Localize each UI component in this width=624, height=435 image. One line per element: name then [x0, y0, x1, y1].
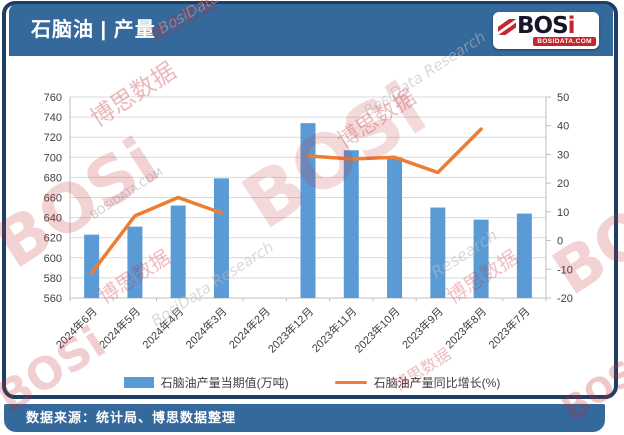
logo-domain-badge: BOSIDATA.COM	[533, 37, 596, 46]
bar-series-label: 石脑油产量当期值(万吨)	[160, 375, 289, 390]
logo-stripes-icon	[498, 19, 516, 35]
left-axis-label: 660	[44, 193, 62, 205]
x-axis-label: 2024年5月	[96, 304, 143, 351]
x-axis-label: 2024年6月	[53, 304, 100, 351]
bar	[430, 207, 446, 298]
bar	[387, 157, 403, 298]
combo-chart: 560 580 600 620 640 660 680 700 720 740 760 -20 -10 0…	[44, 92, 573, 356]
x-axis-label: 2024年4月	[139, 304, 186, 351]
legend-item-bar-series: 石脑油产量当期值(万吨)	[123, 374, 289, 391]
right-axis-label: 20	[557, 178, 569, 190]
line-series-label: 石脑油产量同比增长(%)	[373, 375, 501, 390]
bar	[473, 219, 489, 298]
left-axis-label: 680	[44, 172, 62, 184]
x-axis-label: 2024年3月	[182, 304, 229, 351]
data-source-note: 数据来源：统计局、博思数据整理	[26, 410, 237, 425]
x-axis-label: 2023年8月	[442, 304, 489, 351]
line-series-swatch	[334, 380, 367, 384]
x-axis-label: 2023年12月	[265, 304, 316, 355]
legend-item-line-series: 石脑油产量同比增长(%)	[334, 374, 501, 391]
left-axis-label: 640	[44, 213, 62, 225]
right-axis-label: 0	[557, 236, 563, 248]
chart-legend: 石脑油产量当期值(万吨) 石脑油产量同比增长(%)	[0, 372, 624, 392]
x-axis-label: 2023年7月	[485, 304, 532, 351]
bosi-logo: BOSi BOSIDATA.COM	[493, 12, 599, 49]
right-axis-label: 40	[557, 121, 569, 133]
bar	[84, 234, 100, 298]
left-axis-label: 620	[44, 233, 62, 245]
x-axis-label: 2023年9月	[399, 304, 446, 351]
left-axis-label: 720	[44, 132, 62, 144]
bar	[516, 213, 532, 298]
left-axis-label: 740	[44, 112, 62, 124]
right-axis-label: -20	[557, 293, 573, 305]
left-axis-label: 600	[44, 253, 62, 265]
right-axis-label: 10	[557, 207, 569, 219]
x-axis-label: 2024年2月	[226, 304, 273, 351]
bar	[170, 205, 186, 298]
page-title: 石脑油 | 产量	[31, 19, 156, 41]
footer-bar: 数据来源：统计局、博思数据整理	[4, 404, 605, 432]
bar	[300, 123, 316, 298]
card-frame	[2, 1, 618, 399]
bar	[213, 178, 229, 298]
bar	[343, 150, 359, 298]
left-axis-label: 760	[44, 92, 62, 104]
left-axis-label: 560	[44, 293, 62, 305]
left-axis-label: 700	[44, 152, 62, 164]
right-axis-label: 30	[557, 149, 569, 161]
line-series	[89, 195, 224, 275]
header-bar: 石脑油 | 产量 BOSi BOSIDATA.COM	[9, 4, 613, 56]
right-axis-label: -10	[557, 264, 573, 276]
logo-wordmark: BOSi	[517, 13, 576, 39]
line-series	[306, 127, 483, 175]
left-axis-label: 580	[44, 273, 62, 285]
bar-series-swatch	[123, 376, 154, 388]
bar	[127, 226, 143, 298]
x-axis-label: 2023年10月	[351, 304, 402, 355]
right-axis-label: 50	[557, 92, 569, 104]
